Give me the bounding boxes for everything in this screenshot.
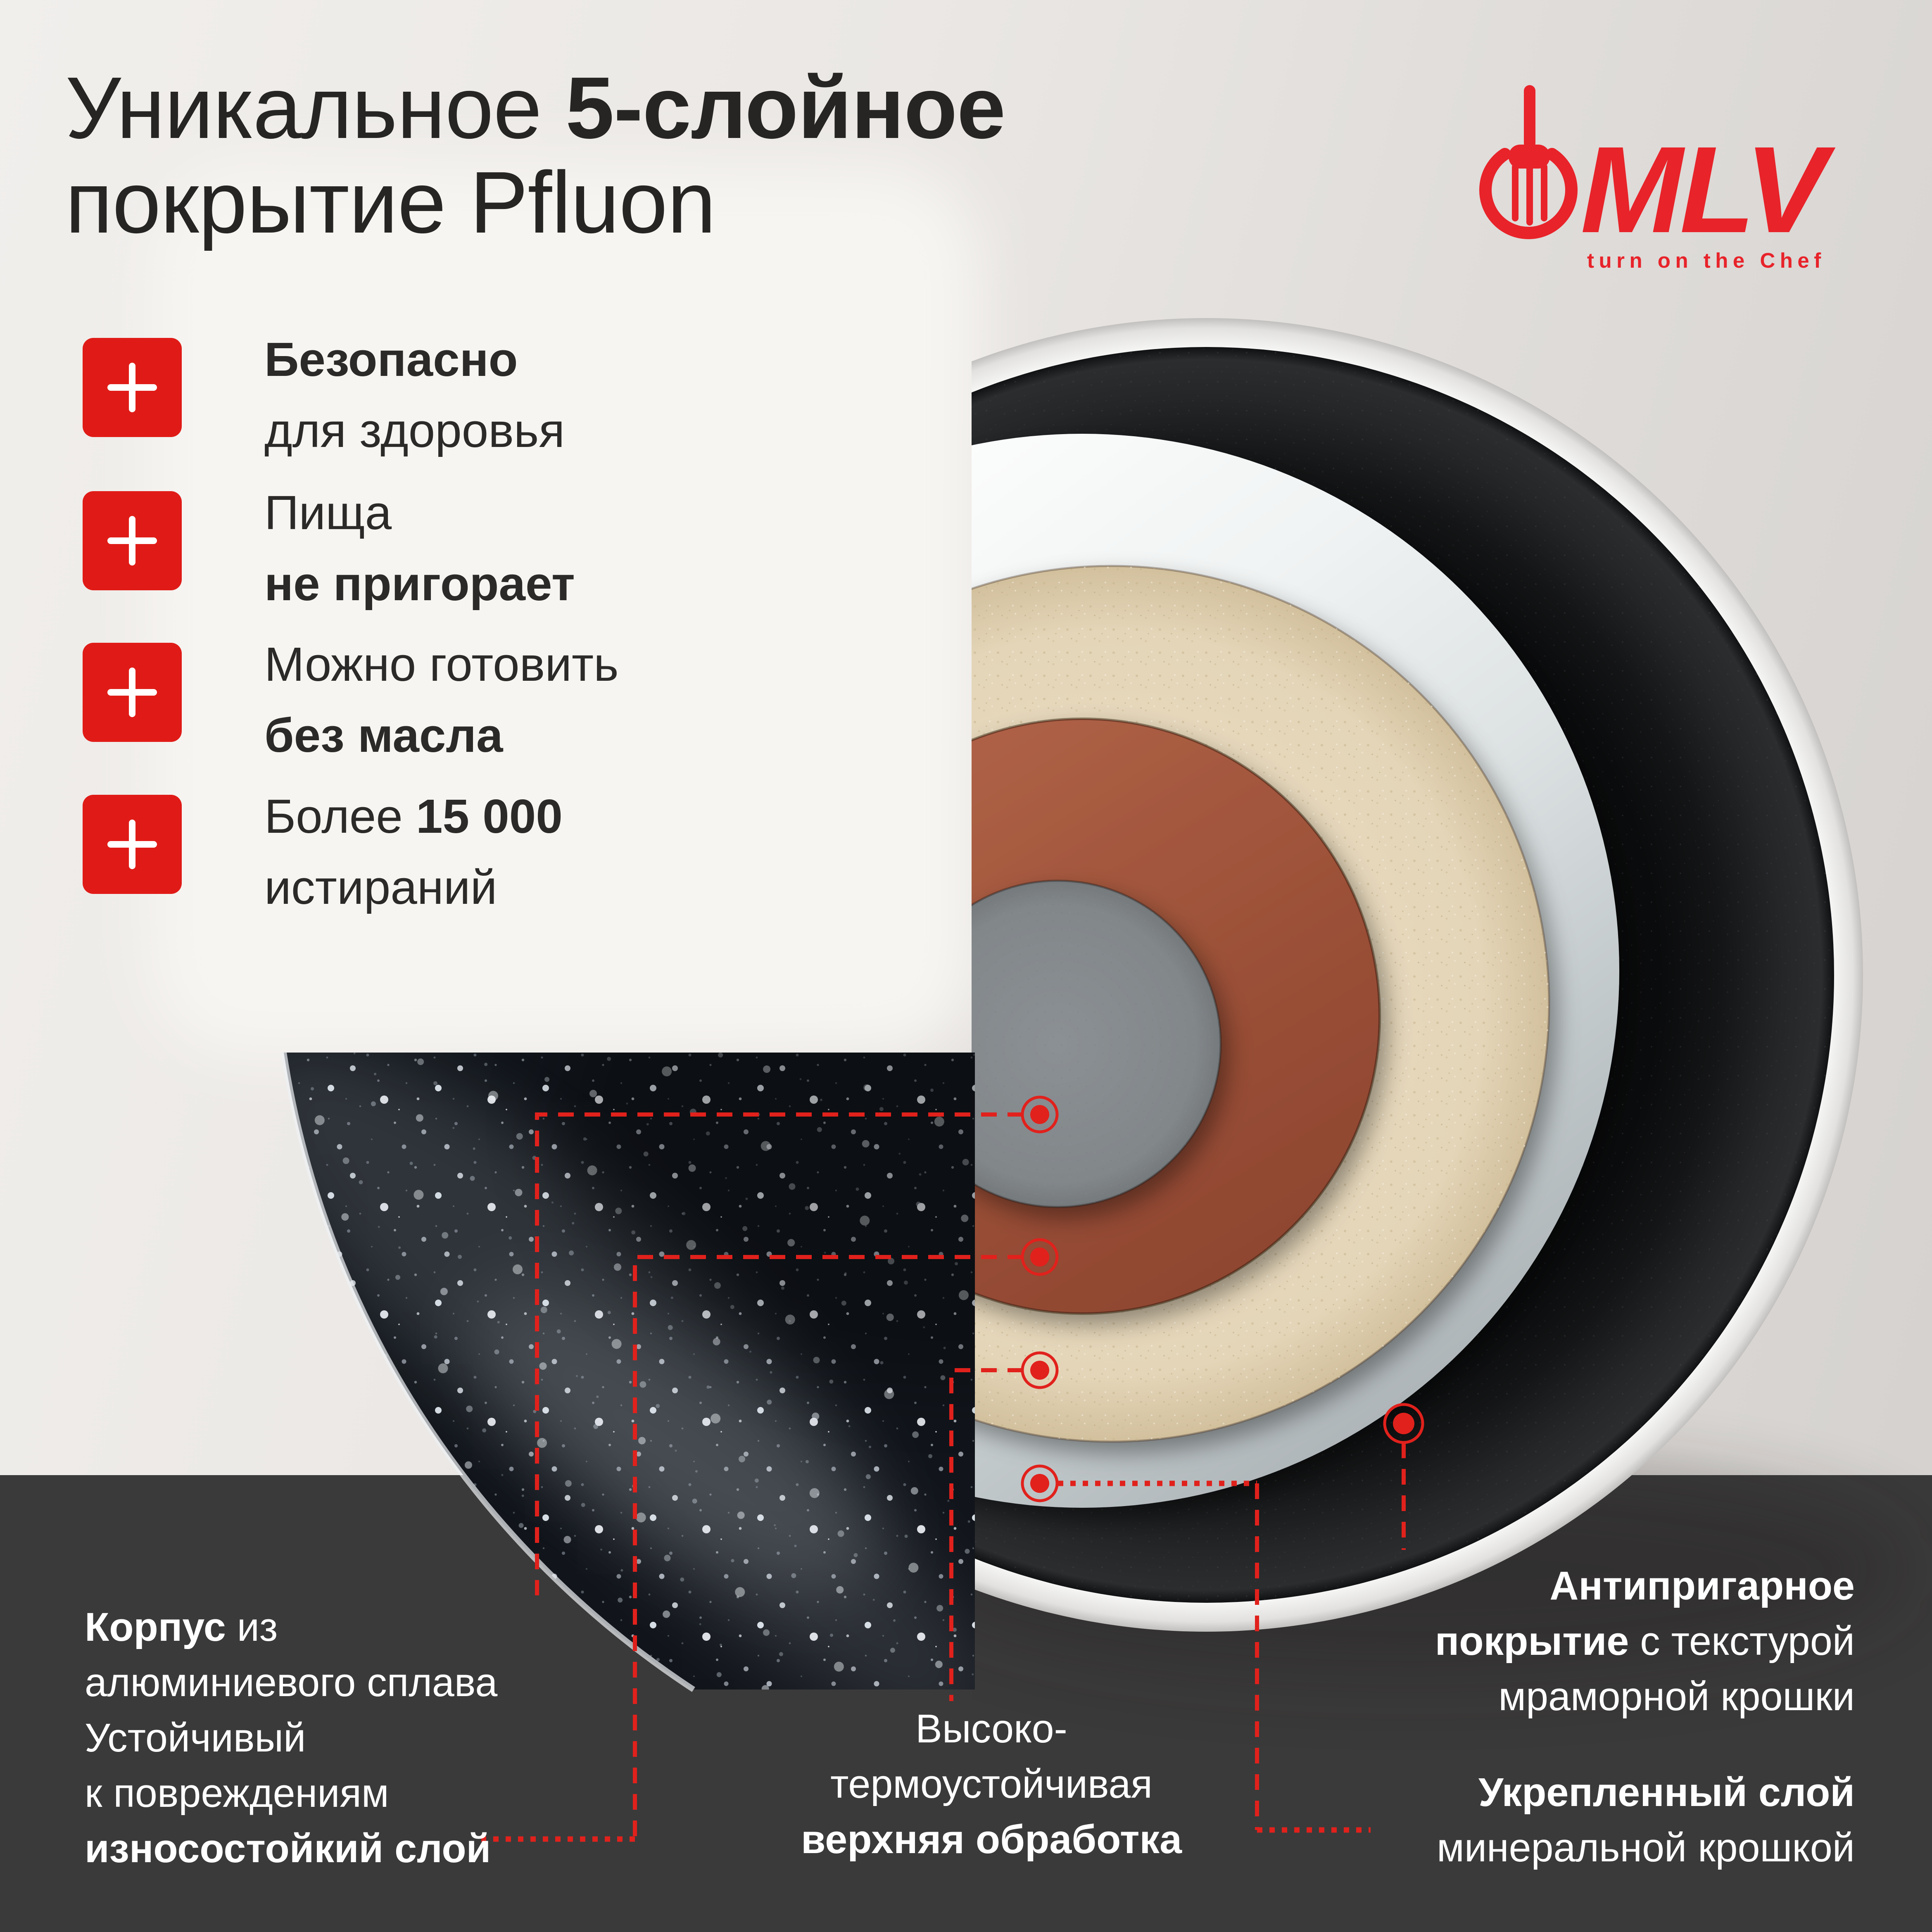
benefit-text: Пища не пригорает	[264, 477, 575, 619]
marble-rim-highlight	[281, 1052, 695, 1692]
label-heat-resistant-top-coat: Высоко-термоустойчивая верхняя обработка	[739, 1701, 1243, 1867]
text-part: термоустойчивая	[830, 1761, 1153, 1806]
benefit-text: Можно готовить без масла	[264, 629, 619, 771]
text-part: верхняя обработка	[801, 1817, 1182, 1862]
marker-topcoat	[1021, 1351, 1059, 1389]
leader-wear	[633, 1255, 1023, 1839]
text-part: 15 000	[416, 789, 563, 843]
fork-handle-icon	[1524, 85, 1535, 149]
text-part: алюминиевого сплава	[85, 1660, 498, 1705]
marker-wear	[1021, 1238, 1059, 1276]
text-part: из	[226, 1604, 278, 1649]
text-line: Безопасно	[264, 324, 565, 395]
text-part: Укрепленный слой	[1478, 1770, 1855, 1815]
fork-base-icon	[1509, 145, 1550, 169]
text-part: покрытие	[1435, 1618, 1629, 1663]
benefit-item-1: Безопасно для здоровья	[83, 333, 950, 462]
text-line: для здоровья	[264, 395, 565, 466]
pan-cutaway	[972, 318, 1908, 1673]
text-part: для здоровья	[264, 404, 565, 457]
brand-tagline: turn on the Chef	[1587, 249, 1826, 272]
benefit-item-2: Пища не пригорает	[83, 486, 950, 615]
plus-icon	[83, 795, 182, 894]
benefit-text: Безопасно для здоровья	[264, 324, 565, 466]
text-line: Уникальное 5-слойное	[65, 60, 1005, 155]
text-line: не пригорает	[264, 548, 575, 619]
text-line: без масла	[264, 700, 619, 771]
text-line: Высоко-	[739, 1701, 1243, 1756]
marker-mineral	[1021, 1464, 1059, 1502]
benefit-item-3: Можно готовить без масла	[83, 637, 950, 767]
text-part: 5-слойное	[565, 59, 1006, 157]
leader-lines	[481, 1112, 1406, 1842]
text-line: Можно готовить	[264, 629, 619, 700]
fork-tine-icon	[1541, 164, 1547, 221]
text-part: Высоко-	[915, 1706, 1067, 1751]
text-part: Безопасно	[264, 333, 518, 386]
text-part: мраморной крошки	[1498, 1674, 1855, 1719]
text-line: покрытие Pfluon	[65, 155, 1005, 250]
text-part: Пища	[264, 486, 392, 539]
text-part: износостойкий слой	[85, 1826, 491, 1871]
text-line: Укрепленный слой	[1318, 1765, 1855, 1820]
leader-topcoat	[949, 1368, 1023, 1701]
text-line: Устойчивый	[85, 1710, 491, 1766]
text-line: к повреждениям	[85, 1766, 491, 1821]
text-part: Антипригарное	[1549, 1563, 1855, 1608]
text-part: Более	[264, 789, 416, 843]
label-mineral-reinforced-layer: Укрепленный слой минеральной крошкой	[1318, 1765, 1855, 1875]
text-part: Можно готовить	[264, 637, 619, 691]
text-line: термоустойчивая	[739, 1756, 1243, 1812]
layer-body-gray-texture	[972, 881, 1221, 1207]
plus-icon	[83, 643, 182, 742]
text-part: Устойчивый	[85, 1715, 306, 1760]
text-line: Пища	[264, 477, 575, 548]
benefit-text: Более 15 000 истираний	[264, 781, 563, 923]
text-part: не пригорает	[264, 557, 575, 611]
text-part: с текстурой	[1629, 1618, 1855, 1663]
plus-icon	[83, 491, 182, 590]
page-title: Уникальное 5-слойное покрытие Pfluon	[65, 60, 1005, 250]
text-line: верхняя обработка	[739, 1812, 1243, 1867]
fork-tine-icon	[1526, 164, 1533, 226]
leader-body	[535, 1112, 1023, 1595]
marble-pan-photo	[281, 1052, 975, 1692]
label-wear-resistant-layer: Устойчивый к повреждениям износостойкий сл…	[85, 1710, 491, 1876]
white-card	[149, 165, 979, 1057]
text-part: минеральной крошкой	[1437, 1825, 1855, 1870]
label-nonstick-coating: Антипригарное покрытие с текстурой мраморн…	[1318, 1558, 1855, 1724]
marker-nonstick	[1383, 1403, 1424, 1444]
label-aluminum-body: Корпус из алюминиевого сплава	[85, 1599, 497, 1710]
text-part: Корпус	[85, 1604, 226, 1649]
text-line: мраморной крошки	[1318, 1669, 1855, 1724]
text-line: Более 15 000	[264, 781, 563, 852]
text-line: износостойкий слой	[85, 1821, 491, 1876]
text-part: без масла	[264, 708, 503, 762]
text-part: истираний	[264, 860, 497, 914]
text-part: Уникальное	[65, 59, 566, 157]
text-line: Корпус из	[85, 1599, 497, 1655]
fork-tine-icon	[1512, 164, 1519, 221]
text-part: к повреждениям	[85, 1770, 389, 1816]
brand-logo: MLV turn on the Chef	[1479, 85, 1840, 272]
benefit-item-4: Более 15 000 истираний	[83, 789, 950, 919]
brand-name: MLV	[1580, 121, 1837, 259]
text-line: Антипригарное	[1318, 1558, 1855, 1614]
text-line: покрытие с текстурой	[1318, 1614, 1855, 1669]
text-line: алюминиевого сплава	[85, 1655, 497, 1710]
text-part: покрытие Pfluon	[65, 153, 716, 251]
text-line: истираний	[264, 852, 563, 923]
plus-icon	[83, 338, 182, 437]
marker-body	[1021, 1096, 1059, 1134]
layer-markers	[1021, 1096, 1424, 1502]
plate-circle-icon	[1479, 148, 1578, 239]
text-line: минеральной крошкой	[1318, 1820, 1855, 1875]
